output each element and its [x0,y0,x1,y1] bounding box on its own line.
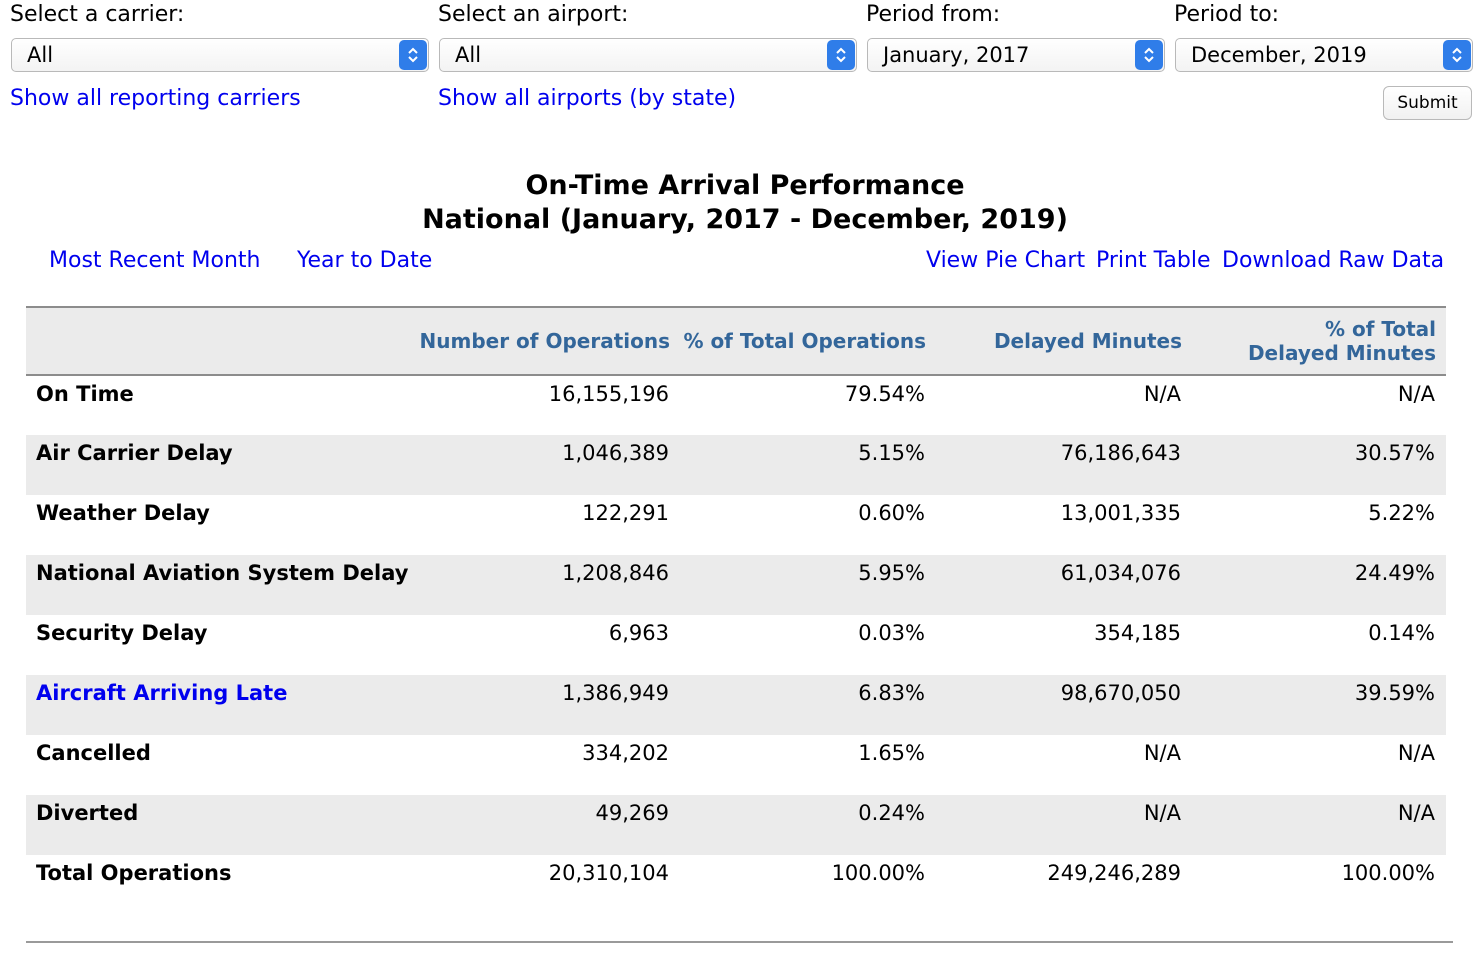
table-row: Air Carrier Delay 1,046,389 5.15% 76,186… [26,435,1446,495]
period-to-select-chevron-icon [1443,40,1471,70]
row-label: Security Delay [36,621,208,645]
cell-operations: 16,155,196 [548,382,669,406]
cell-delayed-minutes: N/A [1143,801,1181,825]
cell-delayed-minutes: N/A [1143,741,1181,765]
cell-operations: 1,208,846 [562,561,669,585]
cell-pct-operations: 5.95% [858,561,925,585]
table-row: Cancelled 334,202 1.65% N/A N/A [26,735,1446,795]
view-pie-chart-link[interactable]: View Pie Chart [926,248,1086,273]
bottom-divider [26,941,1453,943]
airport-filter: Select an airport: [438,0,628,30]
cell-delayed-minutes: 61,034,076 [1060,561,1181,585]
period-to-select[interactable]: December, 2019 [1175,38,1473,72]
row-label: Total Operations [36,861,232,885]
period-to-filter: Period to: [1174,0,1279,30]
airport-label: Select an airport: [438,2,629,27]
cell-operations: 49,269 [595,801,669,825]
row-label: Air Carrier Delay [36,441,233,465]
table-row: Diverted 49,269 0.24% N/A N/A [26,795,1446,855]
cell-pct-delayed: N/A [1397,382,1435,406]
header-number-of-operations: Number of Operations [419,329,670,353]
carrier-select[interactable]: All [11,38,429,72]
most-recent-month-link[interactable]: Most Recent Month [49,248,261,273]
header-pct-total-delayed-minutes: % of Total Delayed Minutes [1192,307,1446,375]
airport-select[interactable]: All [439,38,857,72]
cell-pct-operations: 6.83% [858,681,925,705]
cell-pct-delayed: N/A [1397,741,1435,765]
cell-pct-delayed: 24.49% [1354,561,1435,585]
cell-operations: 1,046,389 [562,441,669,465]
aircraft-arriving-late-link[interactable]: Aircraft Arriving Late [36,681,288,705]
cell-operations: 334,202 [582,741,669,765]
performance-table: Number of Operations % of Total Operatio… [26,306,1446,915]
table-row: National Aviation System Delay 1,208,846… [26,555,1446,615]
cell-pct-operations: 79.54% [844,382,925,406]
period-from-select-chevron-icon [1135,40,1163,70]
period-from-select[interactable]: January, 2017 [867,38,1165,72]
carrier-select-value: All [27,43,54,67]
show-all-airports-link[interactable]: Show all airports (by state) [438,86,737,111]
performance-table-container: Number of Operations % of Total Operatio… [26,306,1446,915]
cell-delayed-minutes: 98,670,050 [1060,681,1181,705]
header-delayed-minutes: Delayed Minutes [993,329,1182,353]
table-row: Security Delay 6,963 0.03% 354,185 0.14% [26,615,1446,675]
year-to-date-link[interactable]: Year to Date [297,248,433,273]
cell-pct-delayed: 0.14% [1368,621,1435,645]
cell-pct-operations: 0.60% [858,501,925,525]
cell-operations: 6,963 [608,621,669,645]
carrier-select-chevron-icon [399,40,427,70]
airport-select-chevron-icon [827,40,855,70]
cell-pct-delayed: 39.59% [1354,681,1435,705]
cell-pct-delayed: 5.22% [1368,501,1435,525]
cell-pct-operations: 100.00% [831,861,925,885]
cell-delayed-minutes: N/A [1143,382,1181,406]
period-from-label: Period from: [866,2,1001,27]
row-label-cell: Aircraft Arriving Late [26,675,417,735]
report-title: On-Time Arrival Performance [525,170,965,201]
cell-pct-operations: 1.65% [858,741,925,765]
period-to-label: Period to: [1174,2,1280,27]
header-pct-delayed-line2: Delayed Minutes [1247,341,1436,365]
cell-pct-operations: 0.24% [858,801,925,825]
row-label: Weather Delay [36,501,210,525]
carrier-filter: Select a carrier: [10,0,184,30]
header-label [26,307,417,375]
airport-select-value: All [455,43,482,67]
cell-delayed-minutes: 354,185 [1094,621,1181,645]
period-from-filter: Period from: [866,0,1000,30]
cell-pct-operations: 0.03% [858,621,925,645]
row-label: Diverted [36,801,139,825]
cell-pct-delayed: N/A [1397,801,1435,825]
cell-delayed-minutes: 13,001,335 [1060,501,1181,525]
cell-delayed-minutes: 249,246,289 [1047,861,1181,885]
cell-pct-delayed: 30.57% [1354,441,1435,465]
cell-pct-operations: 5.15% [858,441,925,465]
print-table-link[interactable]: Print Table [1096,248,1211,273]
show-all-carriers-link[interactable]: Show all reporting carriers [10,86,301,111]
table-row: Weather Delay 122,291 0.60% 13,001,335 5… [26,495,1446,555]
cell-delayed-minutes: 76,186,643 [1060,441,1181,465]
cell-operations: 1,386,949 [562,681,669,705]
download-raw-data-link[interactable]: Download Raw Data [1222,248,1445,273]
cell-operations: 122,291 [582,501,669,525]
cell-pct-delayed: 100.00% [1341,861,1435,885]
row-label: National Aviation System Delay [36,561,409,585]
carrier-label: Select a carrier: [10,2,185,27]
header-pct-total-operations: % of Total Operations [683,329,926,353]
period-to-select-value: December, 2019 [1191,43,1367,67]
table-row: On Time 16,155,196 79.54% N/A N/A [26,375,1446,435]
row-label: Cancelled [36,741,151,765]
table-row: Aircraft Arriving Late 1,386,949 6.83% 9… [26,675,1446,735]
table-row-total: Total Operations 20,310,104 100.00% 249,… [26,855,1446,915]
cell-operations: 20,310,104 [548,861,669,885]
header-pct-delayed-line1: % of Total [1324,317,1436,341]
table-header-row: Number of Operations % of Total Operatio… [26,307,1446,375]
report-subtitle: National (January, 2017 - December, 2019… [422,204,1068,235]
row-label: On Time [36,382,134,406]
submit-button[interactable]: Submit [1383,86,1472,120]
period-from-select-value: January, 2017 [883,43,1030,67]
